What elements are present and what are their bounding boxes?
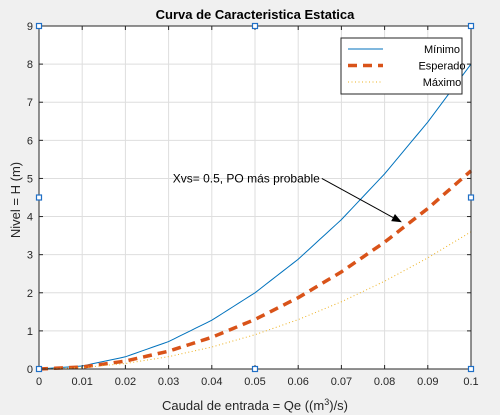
resize-handle-6[interactable] [251,365,259,373]
legend-entry-1[interactable]: Esperado [418,61,465,73]
x-tick-label: 0.07 [331,376,352,388]
x-axis-label: Caudal de entrada = Qe ((m3)/s) [162,397,348,413]
resize-handle-4[interactable] [467,194,475,201]
series-line-0[interactable] [38,63,472,370]
ticks: 0 0.01 0.02 0.03 0.04 0.05 0.06 0.07 0.08 0.09 0.1… [27,21,479,388]
y-tick-label: 8 [27,59,33,71]
x-axis-label-main: Caudal de entrada = Qe ((m [162,398,324,413]
x-tick-label: 0.05 [244,376,265,388]
legend-box [340,37,463,95]
annotation-arrow [321,178,394,219]
chart-title: Curva de Caracteristica Estatica [156,7,355,22]
annotation[interactable]: Xvs= 0.5, PO más probable [173,171,402,223]
resize-handle-0[interactable] [35,22,43,30]
x-tick-label: 0.06 [287,376,308,388]
y-tick-label: 7 [27,97,33,109]
series-layer [38,63,473,371]
edit-handles [35,22,475,373]
y-tick-label: 3 [27,250,33,262]
x-tick-label: 0.02 [115,376,136,388]
series-line-1[interactable] [38,169,473,371]
y-tick-label: 9 [27,21,33,33]
x-tick-label: 0.04 [201,376,222,388]
y-tick-label: 1 [27,326,33,338]
y-tick-label: 2 [27,288,33,300]
y-tick-label: 0 [27,364,33,376]
resize-handle-5[interactable] [35,365,43,373]
y-axis-label: Nivel = H (m) [8,162,23,238]
resize-handle-3[interactable] [35,194,43,201]
legend-entry-2[interactable]: Máximo [423,77,462,89]
x-tick-label: 0.03 [158,376,179,388]
legend[interactable]: Mínimo Esperado Máximo [340,37,466,95]
y-tick-label: 6 [27,135,33,147]
x-tick-label: 0.1 [463,376,478,388]
y-tick-label: 4 [27,212,33,224]
resize-handle-7[interactable] [467,365,475,373]
annotation-text: Xvs= 0.5, PO más probable [173,171,320,185]
x-axis-label-superscript: 3 [324,397,329,407]
y-tick-label: 5 [27,173,33,185]
x-tick-label: 0 [36,376,42,388]
x-axis-label-unit: )/s) [329,398,348,413]
legend-entry-0[interactable]: Mínimo [424,44,460,56]
x-tick-label: 0.09 [417,376,438,388]
resize-handle-2[interactable] [467,22,475,30]
x-tick-label: 0.01 [71,376,92,388]
x-tick-label: 0.08 [374,376,395,388]
resize-handle-1[interactable] [251,22,259,30]
annotation-arrowhead [391,214,402,223]
